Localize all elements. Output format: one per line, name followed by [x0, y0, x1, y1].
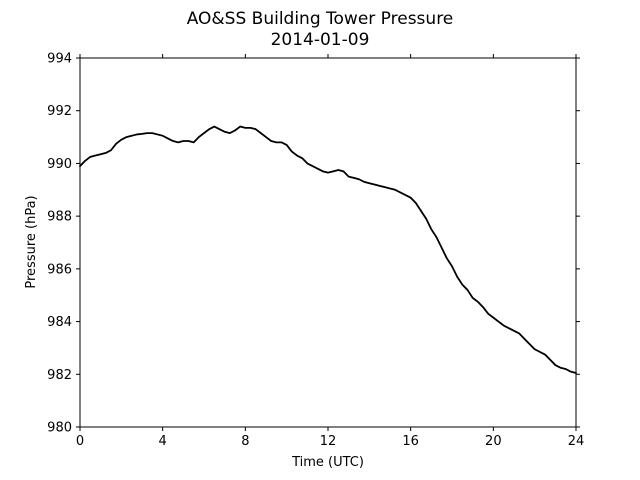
y-tick-label: 982 [47, 368, 72, 383]
y-tick-label: 988 [47, 210, 72, 225]
y-tick-label: 986 [47, 262, 72, 277]
x-tick-label: 24 [568, 434, 585, 449]
y-tick-label: 984 [47, 315, 72, 330]
plot-area [80, 58, 576, 427]
x-tick-label: 4 [159, 434, 167, 449]
x-tick-label: 12 [320, 434, 337, 449]
y-axis-label: Pressure (hPa) [24, 195, 39, 288]
chart-title: AO&SS Building Tower Pressure [187, 9, 454, 29]
x-tick-label: 0 [76, 434, 84, 449]
x-tick-label: 8 [241, 434, 249, 449]
y-tick-label: 994 [47, 52, 72, 67]
x-tick-label: 16 [402, 434, 419, 449]
x-axis-label: Time (UTC) [291, 455, 364, 470]
y-tick-label: 992 [47, 104, 72, 119]
y-tick-label: 980 [47, 421, 72, 436]
chart-subtitle: 2014-01-09 [271, 30, 370, 50]
pressure-line [79, 125, 577, 374]
x-tick-label: 20 [485, 434, 502, 449]
y-axis-ticks: 980 982 984 986 988 990 992 994 [47, 52, 580, 436]
y-tick-label: 990 [47, 157, 72, 172]
series-layer [79, 125, 577, 374]
x-axis-ticks: 0 4 8 12 16 20 24 [76, 54, 584, 449]
